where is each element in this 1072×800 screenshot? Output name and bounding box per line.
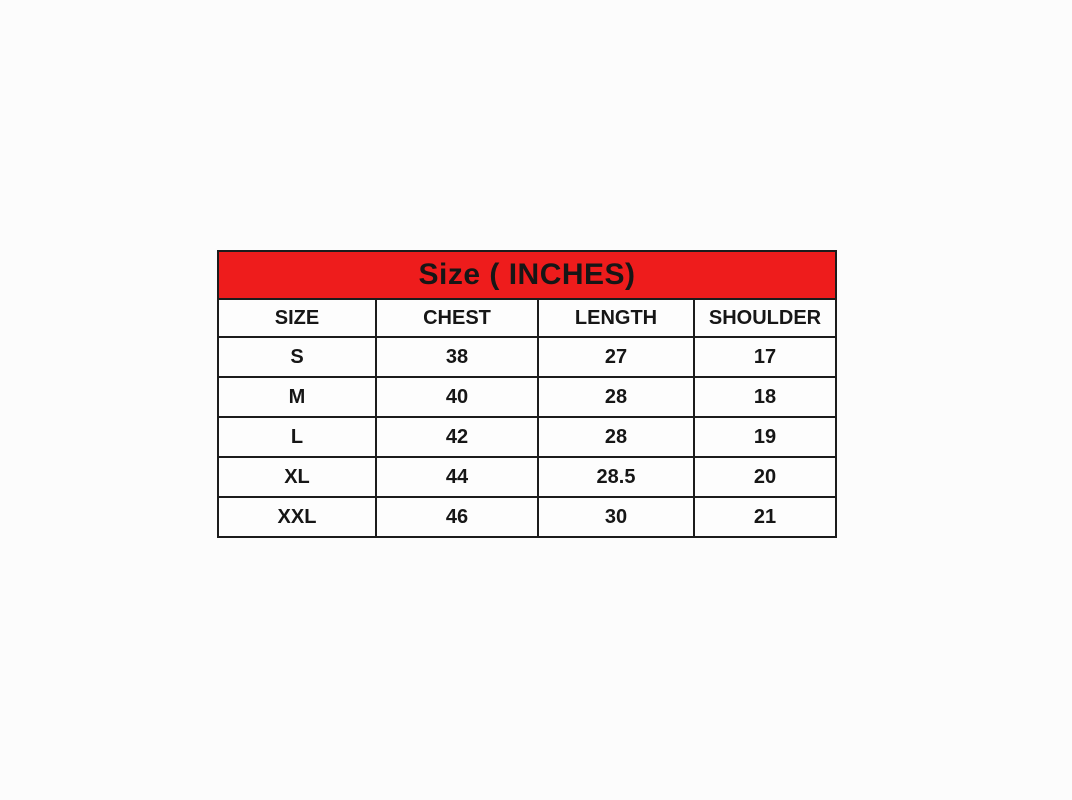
cell-shoulder: 18 <box>692 376 838 418</box>
cell-length: 27 <box>537 336 695 378</box>
table-row-l: L 42 28 19 <box>217 416 838 458</box>
cell-length: 28 <box>537 376 695 418</box>
column-header-shoulder: SHOULDER <box>692 298 838 338</box>
cell-chest: 46 <box>375 496 539 538</box>
size-chart-title: Size ( INCHES) <box>216 250 838 300</box>
cell-length: 28.5 <box>537 456 695 498</box>
cell-length: 28 <box>537 416 695 458</box>
cell-size: M <box>217 376 377 418</box>
cell-size: XL <box>217 456 377 498</box>
cell-shoulder: 17 <box>692 336 838 378</box>
cell-shoulder: 20 <box>692 456 838 498</box>
table-row-xl: XL 44 28.5 20 <box>217 456 838 498</box>
cell-chest: 42 <box>375 416 539 458</box>
title-row: Size ( INCHES) <box>216 250 838 300</box>
header-row: SIZE CHEST LENGTH SHOULDER <box>217 298 838 338</box>
cell-size: XXL <box>217 496 377 538</box>
cell-shoulder: 19 <box>692 416 838 458</box>
table-row-m: M 40 28 18 <box>217 376 838 418</box>
cell-shoulder: 21 <box>692 496 838 538</box>
column-header-chest: CHEST <box>375 298 539 338</box>
cell-length: 30 <box>537 496 695 538</box>
table-row-xxl: XXL 46 30 21 <box>217 496 838 538</box>
cell-chest: 40 <box>375 376 539 418</box>
cell-size: L <box>217 416 377 458</box>
cell-chest: 44 <box>375 456 539 498</box>
column-header-length: LENGTH <box>537 298 695 338</box>
cell-size: S <box>217 336 377 378</box>
size-chart: Size ( INCHES) SIZE CHEST LENGTH SHOULDE… <box>216 250 838 538</box>
table-row-s: S 38 27 17 <box>217 336 838 378</box>
column-header-size: SIZE <box>217 298 377 338</box>
size-chart-table: Size ( INCHES) SIZE CHEST LENGTH SHOULDE… <box>216 250 838 538</box>
cell-chest: 38 <box>375 336 539 378</box>
